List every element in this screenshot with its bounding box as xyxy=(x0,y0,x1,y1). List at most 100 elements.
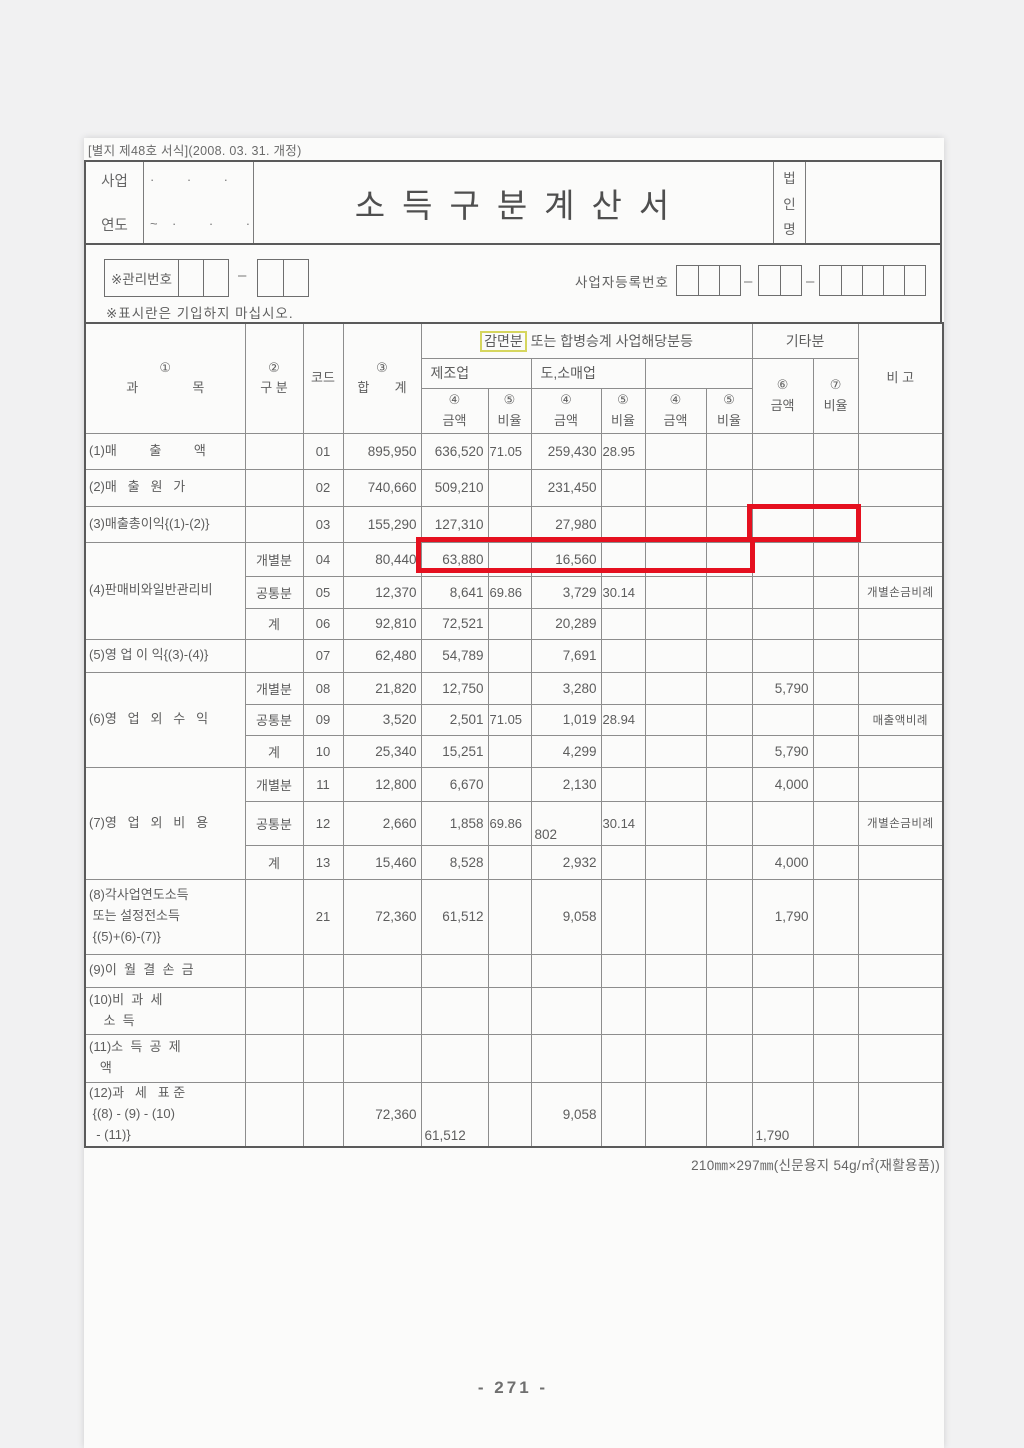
table-row: (7)영 업 외 비 용 개별분 11 12,800 6,670 2,130 4,000 xyxy=(84,766,944,880)
cell-code xyxy=(302,1033,344,1083)
cell-c4a xyxy=(751,638,814,673)
cell-code: 11 xyxy=(302,766,344,802)
cell-c4r xyxy=(812,986,859,1035)
cell-c2r: 28.94 xyxy=(600,703,646,736)
cell-c2a: 2,932 xyxy=(530,844,602,880)
header-note: 비 고 xyxy=(857,322,944,434)
cell-total: 12,800 xyxy=(342,766,422,802)
table-row: 공통분 05 12,370 8,641 69.86 3,729 30.14 개별손금비례 xyxy=(85,575,944,609)
row-label: (9)이 월 결 손 금 xyxy=(84,953,246,988)
biz-reg-group1 xyxy=(676,265,741,296)
cell-code: 02 xyxy=(302,468,344,507)
table-row: 공통분 09 3,520 2,501 71.05 1,019 28.94 매출액비례 xyxy=(85,703,944,736)
cell-c1a: 72,521 xyxy=(420,607,489,640)
cell-c1r: 69.86 xyxy=(487,575,532,609)
cell-c1r xyxy=(487,638,532,673)
cell-c2r xyxy=(600,734,646,768)
cell-c2r xyxy=(600,671,646,705)
cell-c4r xyxy=(812,953,859,988)
header-industry-blank xyxy=(644,357,753,389)
cell-c3r xyxy=(705,766,753,802)
header-industry-wholesale-retail: 도,소매업 xyxy=(530,357,646,389)
cell-total: 895,950 xyxy=(342,432,422,470)
cell-c3a xyxy=(644,638,707,673)
cell-code: 21 xyxy=(302,878,344,955)
table-row: (3)매출총이익{(1)-(2)} 03 155,290 127,310 27,980 xyxy=(84,505,944,543)
dash: – xyxy=(238,267,247,284)
cell-c1r xyxy=(487,844,532,880)
cell-total: 12,370 xyxy=(342,575,422,609)
cell-c4a: 5,790 xyxy=(751,734,814,768)
cell-c4r xyxy=(812,766,859,802)
cell-c3r xyxy=(705,1081,753,1148)
cell-c4a xyxy=(751,1033,814,1083)
document-page: [별지 제48호 서식](2008. 03. 31. 개정) 사업 연도 · ·… xyxy=(84,138,945,1448)
cell-c3a xyxy=(644,432,707,470)
cell-c3r xyxy=(705,607,753,640)
table-row: (1)매 출 액 01 895,950 636,520 71.05 259,430 28.9… xyxy=(84,432,944,470)
cell-c4a xyxy=(751,432,814,470)
header-industry-manufacturing: 제조업 xyxy=(420,357,532,389)
cell-c2r xyxy=(600,953,646,988)
cell-total: 80,440 xyxy=(342,541,422,577)
fill-notice: ※표시란은 기입하지 마십시오. xyxy=(106,306,294,321)
cell-c1a: 509,210 xyxy=(420,468,489,507)
cell-gubun: 공통분 xyxy=(244,575,304,609)
cell-note: 개별손금비례 xyxy=(857,800,944,846)
cell-c2a: 7,691 xyxy=(530,638,602,673)
cell-c4r xyxy=(812,800,859,846)
cell-c3a xyxy=(644,703,707,736)
dash: – xyxy=(744,273,753,290)
cell-total: 21,820 xyxy=(342,671,422,705)
cell-code: 13 xyxy=(302,844,344,880)
cell-c2a: 3,280 xyxy=(530,671,602,705)
cell-c2r xyxy=(600,766,646,802)
cell-c3a xyxy=(644,1081,707,1148)
cell-total: 62,480 xyxy=(342,638,422,673)
form-caption: [별지 제48호 서식](2008. 03. 31. 개정) xyxy=(88,144,302,158)
header-reduction-span: 감면분 또는 합병승계 사업해당분등 xyxy=(420,322,753,359)
cell-c1r xyxy=(487,671,532,705)
cell-note xyxy=(857,844,944,880)
cell-c4r xyxy=(812,607,859,640)
cell-c1r xyxy=(487,878,532,955)
cell-c1a xyxy=(420,986,489,1035)
cell-note xyxy=(857,505,944,543)
cell-c2r xyxy=(600,468,646,507)
cell-c2a: 2,130 xyxy=(530,766,602,802)
cell-c1a: 8,528 xyxy=(420,844,489,880)
cell-c3a xyxy=(644,953,707,988)
cell-c2a: 9,058 xyxy=(530,878,602,955)
cell-note xyxy=(857,766,944,802)
cell-total: 740,660 xyxy=(342,468,422,507)
cell-c1r xyxy=(487,607,532,640)
cell-code: 06 xyxy=(302,607,344,640)
year-dots-bottom: ~ · · · xyxy=(150,216,251,231)
cell-c4r xyxy=(812,878,859,955)
cell-c2r xyxy=(600,607,646,640)
header-others-rate: ⑦ 비율 xyxy=(812,357,859,434)
cell-c3r xyxy=(705,703,753,736)
cell-c2r xyxy=(600,1033,646,1083)
cell-note xyxy=(857,468,944,507)
cell-gubun xyxy=(244,505,304,543)
cell-c1a: 61,512 xyxy=(420,878,489,955)
cell-c2r: 30.14 xyxy=(600,575,646,609)
table-row: (11)소 득 공 제 액 xyxy=(84,1033,944,1083)
cell-total: 72,360 xyxy=(342,1081,422,1148)
year-label-bottom: 연도 xyxy=(101,218,128,234)
cell-c2a: 1,019 xyxy=(530,703,602,736)
cell-c4a: 4,000 xyxy=(751,844,814,880)
cell-c3a xyxy=(644,878,707,955)
cell-c4a xyxy=(751,703,814,736)
table-body: (1)매 출 액 01 895,950 636,520 71.05 259,430 28.9… xyxy=(84,432,944,1148)
cell-c2a xyxy=(530,1033,602,1083)
cell-note xyxy=(857,953,944,988)
cell-total: 2,660 xyxy=(342,800,422,846)
business-year-label: 사업 연도 xyxy=(86,162,144,243)
table-row: (2)매 출 원 가 02 740,660 509,210 231,450 xyxy=(84,468,944,507)
cell-note xyxy=(857,432,944,470)
cell-gubun: 계 xyxy=(244,734,304,768)
reduction-highlight: 감면분 xyxy=(480,330,527,352)
cell-c4a xyxy=(751,986,814,1035)
